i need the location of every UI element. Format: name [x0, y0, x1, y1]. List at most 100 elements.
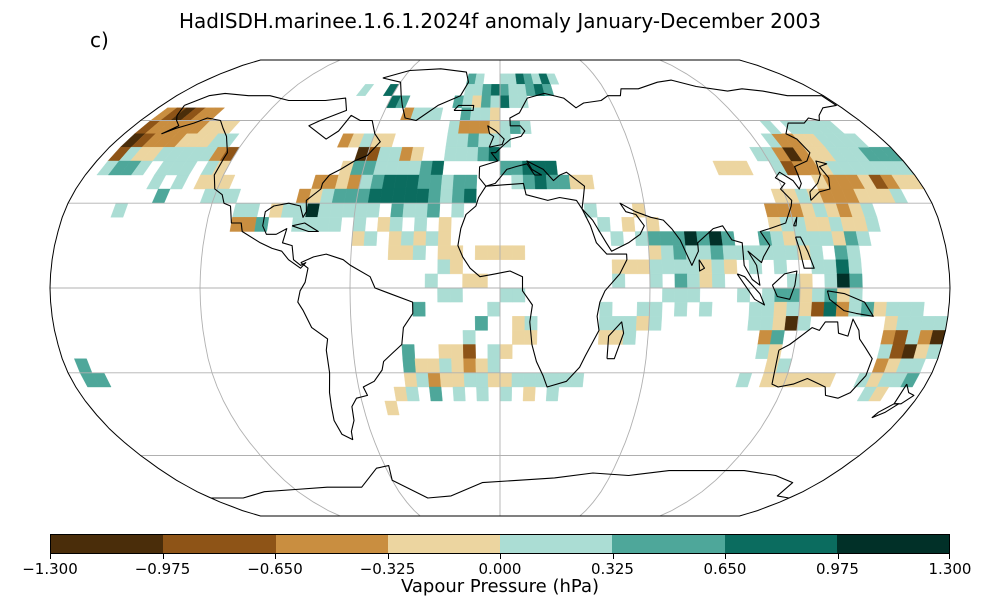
coastline [809, 160, 831, 201]
anomaly-cell [481, 84, 492, 96]
anomaly-cell [855, 231, 872, 246]
anomaly-cell [761, 287, 776, 303]
anomaly-cell [512, 330, 526, 345]
anomaly-cell [580, 174, 595, 190]
anomaly-cell [131, 160, 154, 176]
anomaly-cell [477, 147, 490, 162]
anomaly-cell [809, 245, 824, 260]
anomaly-cell [772, 245, 787, 260]
colorbar-tick-mark [387, 554, 389, 559]
anomaly-cell [367, 188, 383, 204]
anomaly-cell [545, 386, 560, 402]
anomaly-cell [868, 386, 890, 402]
anomaly-cell [315, 217, 330, 232]
anomaly-cell [708, 231, 724, 246]
anomaly-cell [522, 386, 536, 402]
colorbar-swatch [275, 535, 388, 553]
anomaly-cell [697, 245, 712, 260]
globe-outline [49, 59, 951, 517]
anomaly-cell [662, 287, 676, 303]
anomaly-cell [711, 259, 725, 275]
anomaly-cell [353, 203, 369, 218]
colorbar-tick-mark [612, 554, 614, 559]
anomaly-cell [512, 245, 526, 260]
anomaly-cell [487, 245, 501, 260]
anomaly-cell [699, 273, 713, 289]
anomaly-cell [895, 316, 911, 331]
anomaly-cell [623, 316, 638, 331]
anomaly-cell [440, 174, 455, 190]
anomaly-cell [647, 231, 662, 246]
anomaly-cell [414, 358, 429, 373]
anomaly-cell [798, 301, 813, 317]
anomaly-cell [649, 273, 663, 289]
colorbar-tick-mark [725, 554, 726, 559]
anomaly-cell [393, 174, 409, 190]
colorbar-tick-label: −0.975 [134, 560, 191, 578]
anomaly-cell [443, 147, 457, 162]
anomaly-cell [437, 231, 452, 246]
anomaly-cell [384, 400, 400, 416]
anomaly-cell [499, 73, 509, 85]
anomaly-cell [479, 107, 491, 121]
anomaly-cell [459, 107, 472, 121]
anomaly-cell [546, 73, 560, 85]
anomaly-cell [634, 231, 649, 246]
anomaly-cell [393, 386, 409, 402]
anomaly-cell [523, 372, 537, 388]
anomaly-cell [508, 95, 520, 108]
anomaly-cell [769, 231, 785, 246]
anomaly-cell [686, 287, 701, 303]
coastline [457, 182, 628, 388]
anomaly-cell [452, 174, 466, 190]
anomaly-cell [873, 301, 888, 317]
anomaly-cell [391, 188, 406, 204]
anomaly-cell [437, 259, 451, 275]
anomaly-cell [417, 174, 432, 190]
anomaly-cell [799, 273, 813, 289]
anomaly-cell [661, 259, 676, 275]
anomaly-cell [437, 287, 451, 303]
anomaly-cell [472, 84, 484, 96]
coastline [698, 259, 706, 272]
anomaly-cell [487, 344, 501, 359]
anomaly-cell [796, 316, 812, 331]
anomaly-cell [403, 372, 418, 388]
colorbar-tick-mark [837, 554, 839, 559]
anomaly-cell [387, 245, 402, 260]
colorbar-tick-mark [500, 554, 501, 559]
anomaly-cell [557, 174, 571, 190]
anomaly-cell [597, 330, 612, 345]
anomaly-cell [452, 386, 466, 402]
anomaly-cell [649, 301, 663, 317]
anomaly-cell [474, 316, 488, 331]
colorbar-tick-label: 0.000 [478, 560, 522, 578]
anomaly-cell [735, 372, 753, 388]
anomaly-cell [463, 372, 477, 388]
anomaly-cell [685, 245, 700, 260]
anomaly-cell [412, 245, 427, 260]
colorbar-tick-mark [162, 554, 164, 559]
anomaly-cell [499, 245, 513, 260]
colorbar-tick-label: −0.325 [359, 560, 416, 578]
anomaly-cell [414, 203, 429, 218]
anomaly-cell [438, 344, 452, 359]
anomaly-cell [450, 344, 464, 359]
anomaly-cell [438, 217, 452, 232]
coastline [606, 321, 625, 360]
anomaly-cell [351, 231, 366, 246]
anomaly-cell [376, 217, 391, 232]
anomaly-cell [648, 316, 663, 331]
anomaly-cell [466, 147, 479, 162]
anomaly-cell [487, 372, 501, 388]
anomaly-cell [734, 160, 754, 176]
anomaly-cell [451, 203, 465, 218]
colorbar-swatch [387, 535, 500, 553]
anomaly-cell [254, 217, 270, 232]
anomaly-cell [897, 301, 913, 317]
anomaly-cell [327, 217, 343, 232]
anomaly-cell [558, 372, 573, 388]
anomaly-cell [462, 330, 476, 345]
anomaly-cell [355, 84, 375, 96]
graticule [50, 59, 950, 517]
